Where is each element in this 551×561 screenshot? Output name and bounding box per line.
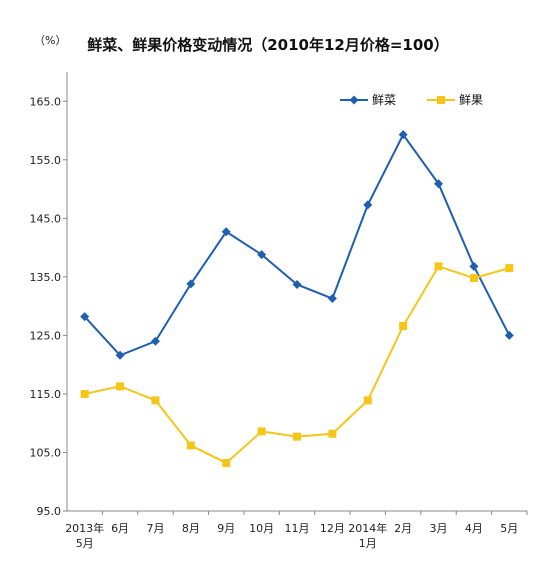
data-point	[186, 441, 195, 450]
legend-item: 鲜菜	[340, 93, 396, 107]
data-point	[116, 382, 125, 391]
series-line	[83, 132, 511, 357]
data-point	[434, 179, 444, 189]
data-point	[398, 130, 408, 140]
y-tick-label: 155.0	[30, 154, 62, 167]
data-point	[257, 250, 267, 260]
data-point	[151, 396, 160, 405]
data-point	[434, 262, 443, 271]
x-tick-label: 8月	[182, 522, 200, 535]
data-point	[327, 294, 337, 304]
legend-item: 鲜果	[427, 93, 483, 107]
legend-marker	[437, 96, 445, 104]
x-tick-label: 5月	[76, 537, 94, 550]
data-point	[504, 330, 514, 340]
x-tick-label: 2月	[394, 522, 412, 535]
chart-title: 鲜菜、鲜果价格变动情况（2010年12月价格=100）	[87, 36, 449, 54]
data-point	[505, 264, 514, 273]
series-layer	[80, 130, 514, 468]
x-tick-label: 9月	[217, 522, 235, 535]
x-tick-label: 3月	[430, 522, 448, 535]
data-point	[292, 279, 302, 289]
x-tick-label: 2014年	[348, 521, 387, 535]
y-tick-label: 165.0	[30, 95, 62, 108]
x-tick-label: 2013年	[65, 521, 104, 535]
y-tick-label: 95.0	[37, 505, 62, 518]
data-point	[363, 200, 373, 210]
legend-label: 鲜果	[459, 93, 483, 107]
y-tick-label: 135.0	[30, 271, 62, 284]
x-tick-label: 11月	[285, 522, 310, 535]
legend-marker	[349, 95, 359, 105]
data-point	[328, 429, 337, 438]
y-tick-label: 125.0	[30, 329, 62, 342]
series-2	[80, 262, 514, 468]
data-point	[469, 274, 478, 283]
data-point	[221, 227, 231, 237]
data-point	[222, 459, 231, 468]
data-point	[150, 336, 160, 346]
data-point	[293, 432, 301, 441]
data-point	[363, 396, 372, 405]
data-point	[257, 427, 266, 436]
y-tick-label: 105.0	[30, 446, 62, 459]
x-tick-label: 6月	[111, 522, 129, 535]
y-tick-label: 115.0	[30, 388, 62, 401]
data-point	[469, 261, 479, 271]
x-tick-label: 7月	[146, 522, 164, 535]
data-point	[115, 350, 125, 360]
x-tick-label: 10月	[249, 522, 274, 535]
data-point	[80, 389, 89, 398]
x-tick-label: 4月	[465, 522, 483, 535]
data-point	[186, 279, 196, 289]
y-tick-label: 145.0	[30, 212, 62, 225]
x-tick-label: 5月	[500, 522, 518, 535]
x-tick-label: 1月	[359, 537, 377, 550]
data-point	[399, 322, 408, 331]
series-1	[80, 130, 514, 360]
x-tick-label: 12月	[320, 522, 345, 535]
axes: 95.0 105.0 115.0 125.0 135.0 145.0 155.0 165.0 2…	[30, 72, 528, 550]
legend: 鲜菜 鲜果	[340, 93, 483, 107]
data-point	[80, 312, 90, 322]
y-axis-unit-label: （%）	[34, 34, 66, 47]
legend-label: 鲜菜	[372, 93, 396, 107]
